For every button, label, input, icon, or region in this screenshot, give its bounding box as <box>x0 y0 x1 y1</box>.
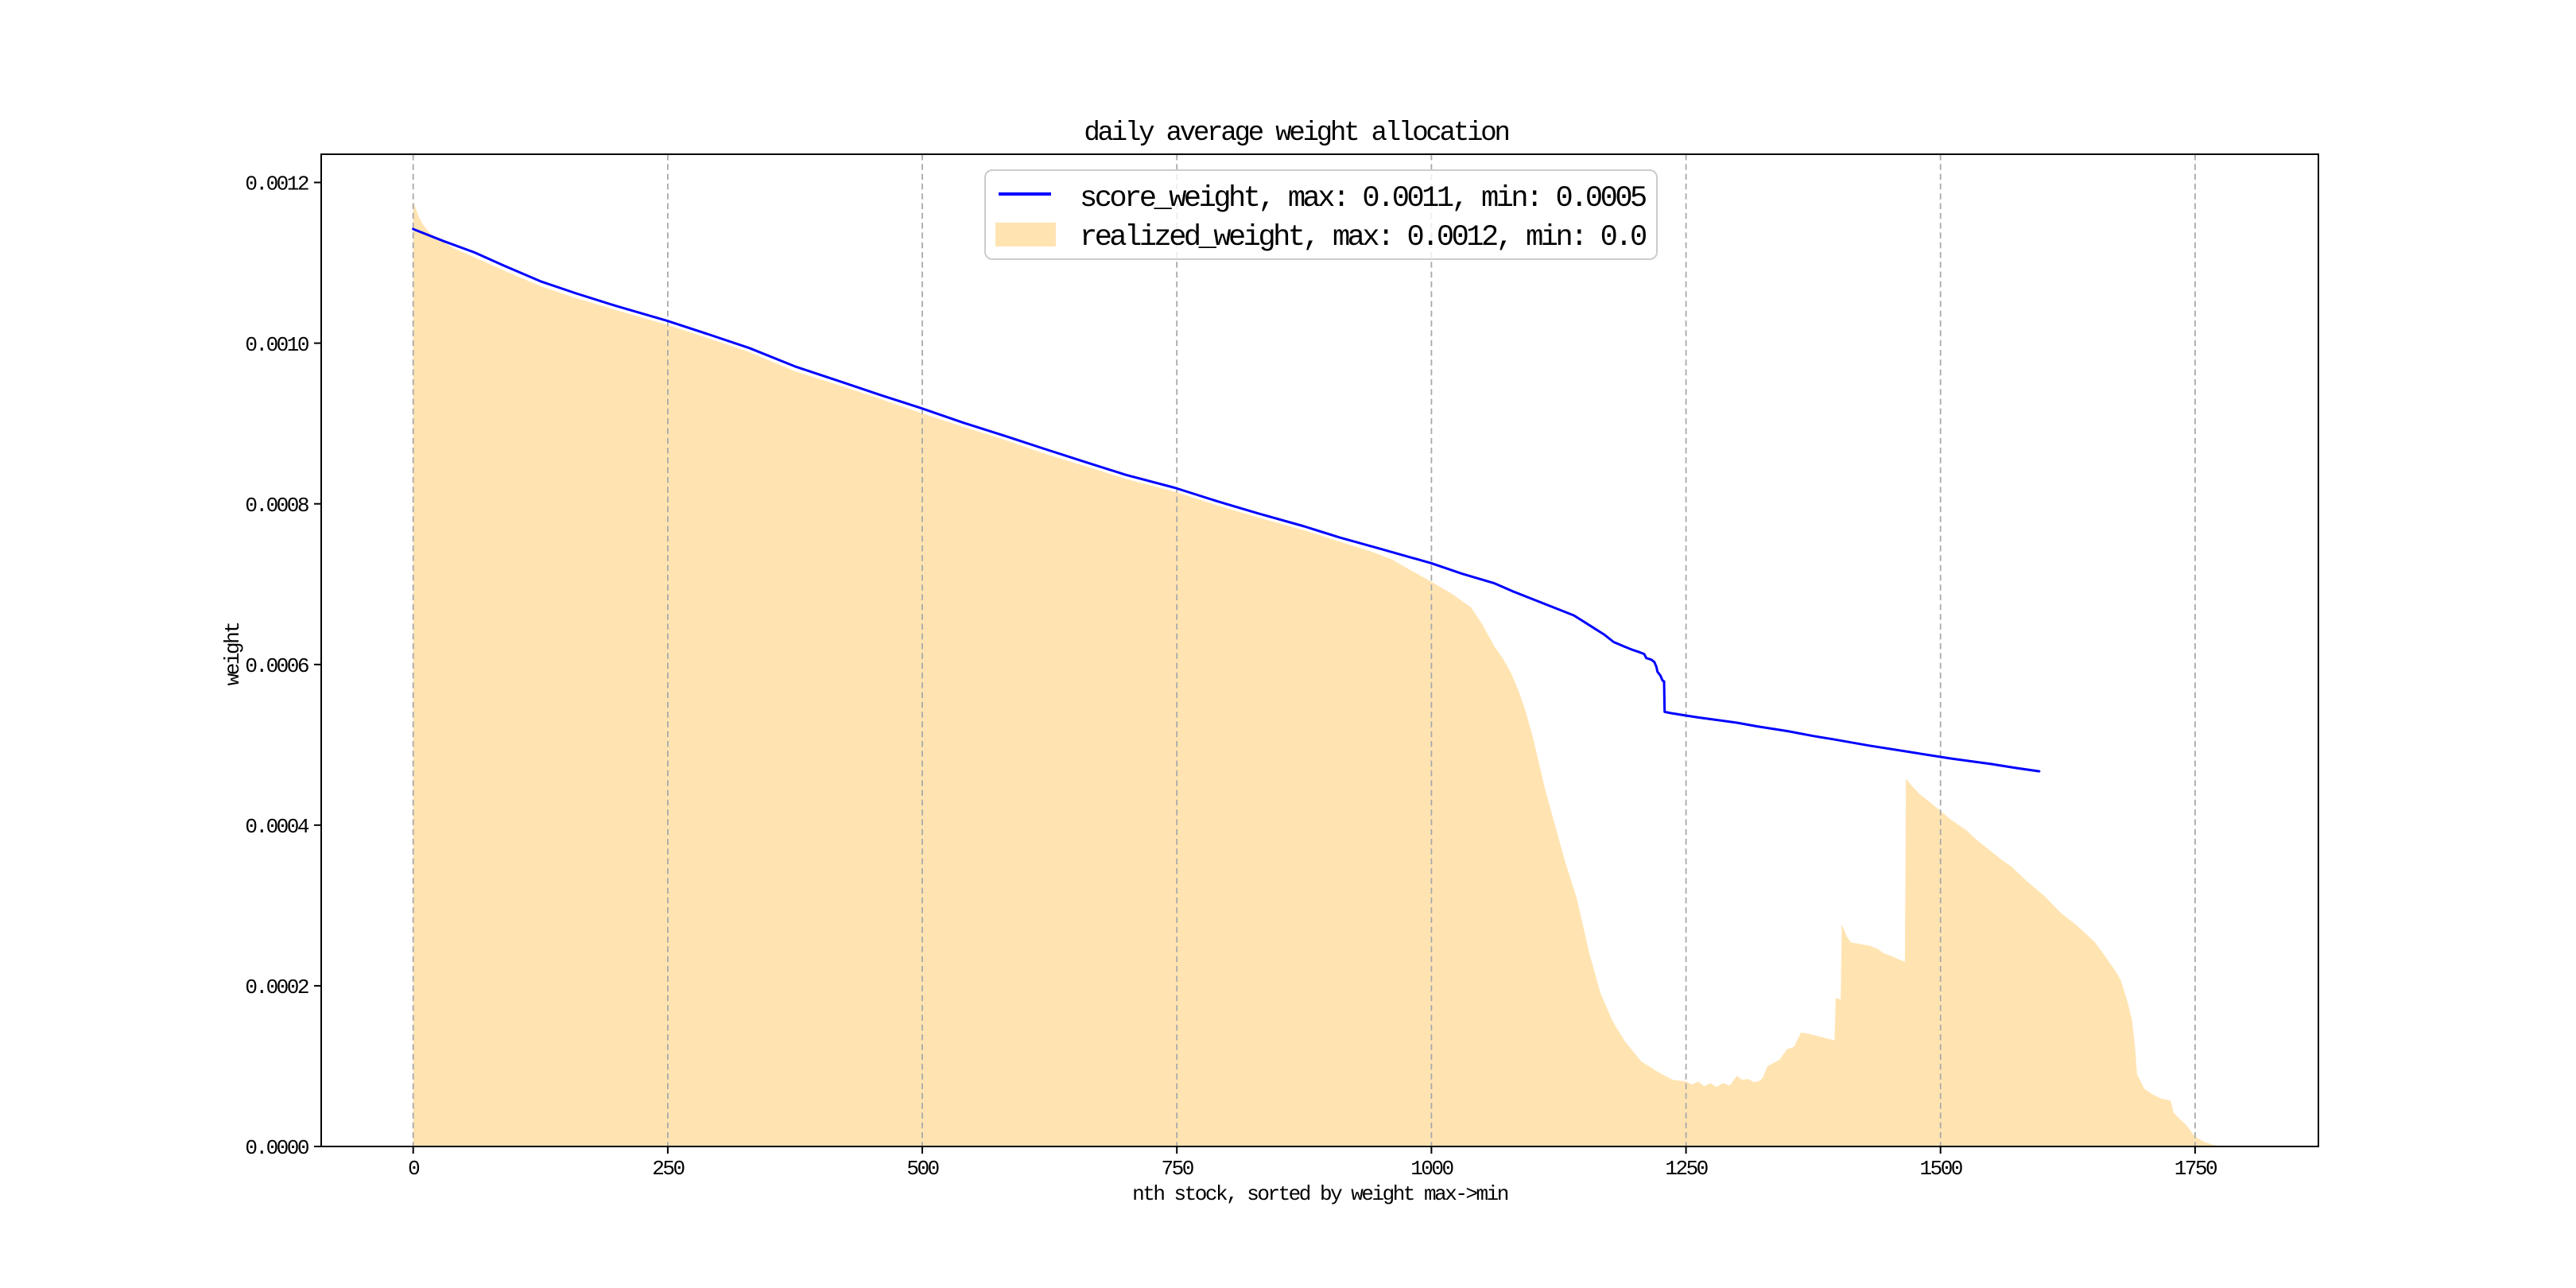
svg-text:daily average weight allocatio: daily average weight allocation <box>1084 118 1508 149</box>
svg-text:250: 250 <box>652 1157 684 1181</box>
svg-text:realized_weight, max: 0.0012,: realized_weight, max: 0.0012, min: 0.0 <box>1080 221 1646 254</box>
svg-text:500: 500 <box>906 1157 938 1181</box>
svg-text:0.0002: 0.0002 <box>245 976 308 999</box>
svg-text:1000: 1000 <box>1410 1157 1453 1181</box>
svg-text:0.0012: 0.0012 <box>245 173 308 196</box>
svg-text:0.0008: 0.0008 <box>245 494 308 518</box>
svg-text:0.0010: 0.0010 <box>245 333 308 357</box>
svg-text:1750: 1750 <box>2174 1157 2217 1181</box>
svg-text:0.0000: 0.0000 <box>245 1136 308 1160</box>
svg-text:1250: 1250 <box>1665 1157 1707 1181</box>
svg-text:nth stock, sorted by weight ma: nth stock, sorted by weight max->min <box>1132 1182 1508 1206</box>
svg-text:0: 0 <box>408 1157 419 1181</box>
svg-text:0.0004: 0.0004 <box>245 815 309 839</box>
svg-text:1500: 1500 <box>1919 1157 1961 1181</box>
svg-text:0.0006: 0.0006 <box>245 654 308 678</box>
svg-text:weight: weight <box>221 623 245 686</box>
svg-text:750: 750 <box>1162 1157 1193 1181</box>
svg-text:score_weight, max: 0.0011, min: score_weight, max: 0.0011, min: 0.0005 <box>1080 182 1646 215</box>
